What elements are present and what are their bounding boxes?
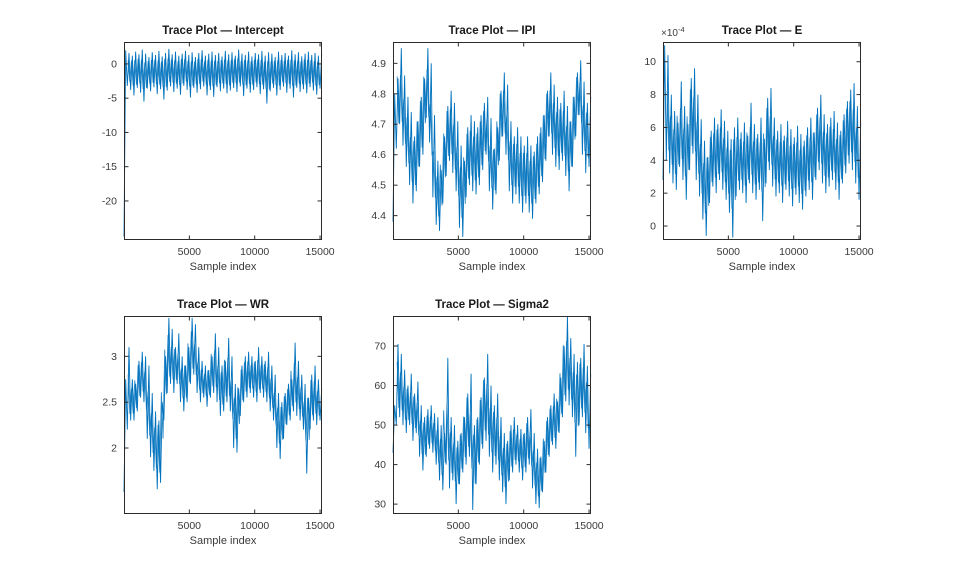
chart-title: Trace Plot — WR xyxy=(177,299,270,311)
chart-title: Trace Plot — Sigma2 xyxy=(435,299,549,311)
trace-plot-sigma2: 70 60 50 40 30 5000 10000 15000 Sample index Trac… xyxy=(374,299,603,547)
chart-title: Trace Plot — Intercept xyxy=(162,25,284,37)
x-axis-label: Sample index xyxy=(729,261,796,273)
trace-plot-ipi: 4.9 4.8 4.7 4.6 4.5 4.4 5000 10000 15000 Sample i… xyxy=(371,25,603,273)
y-tick-label: 4.7 xyxy=(371,119,386,131)
axis-box xyxy=(393,42,591,240)
y-tick-label: -10 xyxy=(102,127,117,139)
axis-box xyxy=(124,316,322,514)
y-tick-label: 8 xyxy=(650,89,656,101)
x-tick-label: 10000 xyxy=(779,246,808,258)
y-tick-label: 3 xyxy=(111,351,117,363)
x-tick-label: 15000 xyxy=(305,520,334,532)
y-tick-label: 6 xyxy=(650,122,656,134)
x-axis-label: Sample index xyxy=(459,261,526,273)
y-multiplier-exponent: -4 xyxy=(678,25,685,34)
x-tick-label: 10000 xyxy=(240,520,269,532)
x-tick-label: 15000 xyxy=(844,246,873,258)
x-tick-label: 15000 xyxy=(574,246,603,258)
y-tick-label: 4.6 xyxy=(371,149,386,161)
x-axis-label: Sample index xyxy=(190,535,257,547)
x-tick-label: 5000 xyxy=(717,246,741,258)
trace-line-overdraw xyxy=(666,89,859,214)
y-tick-label: 4.8 xyxy=(371,88,386,100)
trace-line-overdraw xyxy=(396,69,589,219)
trace-line xyxy=(123,48,323,237)
trace-plot-e: 10 8 6 4 2 0 5000 10000 15000 Sample index Trace P… xyxy=(644,25,873,273)
y-tick-label: 4.4 xyxy=(371,210,386,222)
y-tick-label: 4.5 xyxy=(371,180,386,192)
y-tick-label: 40 xyxy=(374,459,386,471)
trace-line xyxy=(392,316,592,511)
trace-plot-wr: 3 2.5 2 5000 10000 15000 Sample index Trace Plo… xyxy=(102,299,334,547)
trace-line-overdraw xyxy=(396,340,589,497)
trace-line-overdraw xyxy=(127,58,320,90)
y-tick-label: -5 xyxy=(108,93,117,105)
x-axis-label: Sample index xyxy=(459,535,526,547)
axis-box xyxy=(663,42,861,240)
y-tick-label: 2.5 xyxy=(102,397,117,409)
trace-line-overdraw xyxy=(127,331,320,473)
trace-plot-intercept: 0 -5 -10 -15 -20 5000 10000 15000 Sample index Tr… xyxy=(102,25,335,273)
y-tick-label: -20 xyxy=(102,195,117,207)
y-tick-label: 2 xyxy=(650,188,656,200)
axis-box xyxy=(124,42,322,240)
y-tick-label: 4 xyxy=(650,155,656,167)
trace-line xyxy=(123,317,323,493)
chart-svg: 0 -5 -10 -15 -20 5000 10000 15000 Sample index Tr… xyxy=(102,25,335,273)
chart-svg: 4.9 4.8 4.7 4.6 4.5 4.4 5000 10000 15000 Sample i… xyxy=(371,25,603,273)
y-tick-label: -15 xyxy=(102,161,117,173)
y-tick-label: 2 xyxy=(111,443,117,455)
trace-line xyxy=(662,45,862,238)
x-tick-label: 5000 xyxy=(447,246,471,258)
chart-svg: 3 2.5 2 5000 10000 15000 Sample index Trace Plo… xyxy=(102,299,334,547)
y-tick-label: 30 xyxy=(374,499,386,511)
x-tick-label: 10000 xyxy=(240,246,269,258)
y-tick-label: 4.9 xyxy=(371,58,386,70)
x-tick-label: 5000 xyxy=(178,246,202,258)
chart-title: Trace Plot — E xyxy=(722,25,803,37)
y-tick-label: 0 xyxy=(111,58,117,70)
y-tick-label: 0 xyxy=(650,221,656,233)
y-tick-label: 60 xyxy=(374,380,386,392)
x-tick-label: 15000 xyxy=(305,246,334,258)
chart-svg: 10 8 6 4 2 0 5000 10000 15000 Sample index Trace P… xyxy=(644,25,873,273)
x-axis-label: Sample index xyxy=(190,261,257,273)
x-tick-label: 10000 xyxy=(509,246,538,258)
y-multiplier-label: ×10-4 xyxy=(661,25,685,39)
y-tick-label: 10 xyxy=(644,56,656,68)
y-tick-label: 50 xyxy=(374,420,386,432)
chart-title: Trace Plot — IPI xyxy=(449,25,536,37)
axis-box xyxy=(393,316,591,514)
y-tick-label: 70 xyxy=(374,341,386,353)
x-tick-label: 5000 xyxy=(178,520,202,532)
x-tick-label: 15000 xyxy=(574,520,603,532)
x-tick-label: 5000 xyxy=(447,520,471,532)
chart-svg: 70 60 50 40 30 5000 10000 15000 Sample index Trac… xyxy=(374,299,603,547)
x-tick-label: 10000 xyxy=(509,520,538,532)
